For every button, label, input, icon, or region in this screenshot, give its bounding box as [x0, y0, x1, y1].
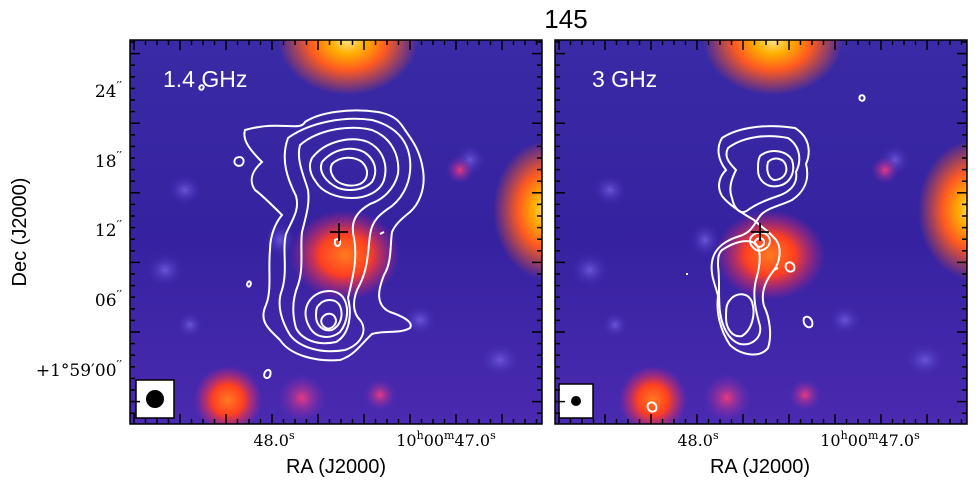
ra-tick-label-3ghz-right: 10h00m47.0s	[820, 429, 920, 450]
ra-tick-label-3ghz-left: 48.0s	[677, 429, 719, 450]
panel-1p4ghz-ticks	[130, 40, 542, 424]
panel-1p4ghz-image: 1.4 GHz	[130, 40, 542, 424]
position-marker-1p4ghz	[330, 223, 348, 241]
contours-3ghz	[646, 94, 866, 413]
panel-3ghz-ticks	[555, 40, 967, 424]
dec-tick-label-00: +1°59′00′′	[36, 358, 122, 381]
x-axis-label-3ghz: RA (J2000)	[710, 456, 810, 478]
y-axis-label: Dec (J2000)	[9, 178, 31, 287]
beam-indicator-1p4ghz	[135, 379, 175, 419]
dec-tick-label-06: 06′′	[95, 288, 122, 311]
panel-1p4ghz: 1.4 GHz 48.0s 10h00m47.0s RA (J2000)	[129, 39, 543, 478]
panel-1p4ghz-frame	[129, 39, 543, 425]
ra-tick-label-1p4ghz-right: 10h00m47.0s	[396, 429, 496, 450]
panel-3ghz-frame	[554, 39, 968, 425]
dec-tick-label-24: 24′′	[95, 79, 122, 102]
panel-label-1p4ghz: 1.4 GHz	[163, 66, 247, 92]
dec-tick-labels: 24′′ 18′′ 12′′ 06′′ +1°59′00′′	[36, 79, 122, 381]
ra-tick-label-1p4ghz-left: 48.0s	[253, 429, 295, 450]
contours-1p4ghz	[198, 84, 425, 380]
position-marker-3ghz	[751, 223, 769, 241]
x-axis-label-1p4ghz: RA (J2000)	[286, 456, 386, 478]
panel-3ghz: 3 GHz 48.0s 10h00m47.0s RA (J2000)	[554, 39, 968, 478]
panel-3ghz-image: 3 GHz	[555, 40, 967, 424]
figure-title: 145	[544, 4, 587, 34]
dec-tick-label-18: 18′′	[95, 149, 122, 172]
dec-tick-label-12: 12′′	[95, 218, 122, 241]
panel-label-3ghz: 3 GHz	[592, 66, 657, 92]
